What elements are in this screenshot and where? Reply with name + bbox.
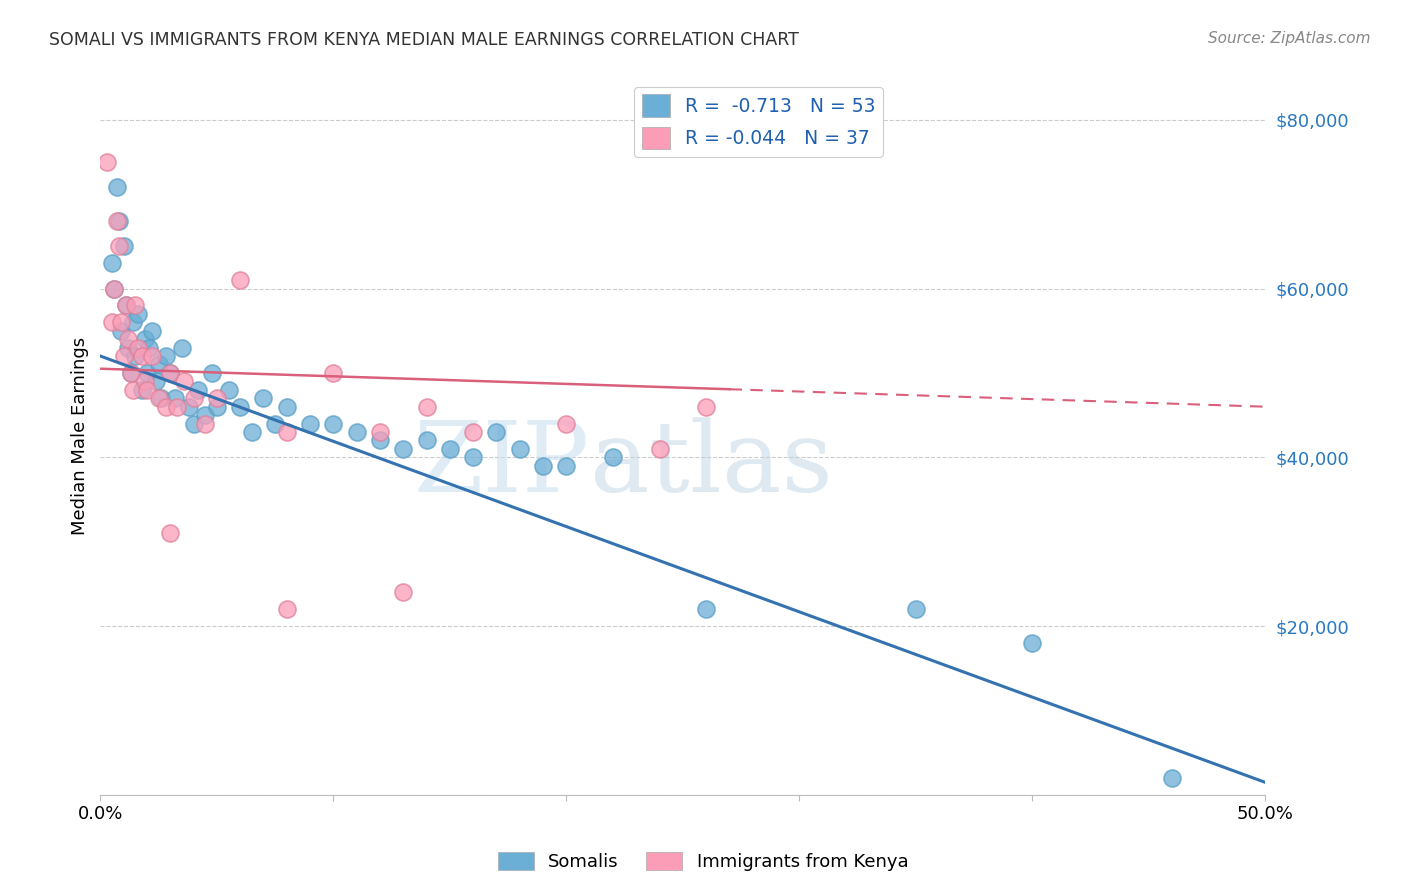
Point <box>166 400 188 414</box>
Point <box>136 366 159 380</box>
Point <box>122 315 145 329</box>
Point <box>117 332 139 346</box>
Point <box>131 349 153 363</box>
Point <box>110 324 132 338</box>
Point <box>115 298 138 312</box>
Point <box>101 256 124 270</box>
Point <box>194 417 217 431</box>
Text: Source: ZipAtlas.com: Source: ZipAtlas.com <box>1208 31 1371 46</box>
Point <box>127 307 149 321</box>
Legend: R =  -0.713   N = 53, R = -0.044   N = 37: R = -0.713 N = 53, R = -0.044 N = 37 <box>634 87 883 157</box>
Point <box>264 417 287 431</box>
Point <box>463 425 485 439</box>
Point <box>415 434 437 448</box>
Point <box>124 298 146 312</box>
Point <box>1021 636 1043 650</box>
Point <box>159 366 181 380</box>
Point <box>299 417 322 431</box>
Text: atlas: atlas <box>589 417 832 513</box>
Point <box>695 400 717 414</box>
Point <box>322 417 344 431</box>
Point <box>252 391 274 405</box>
Point <box>173 375 195 389</box>
Point <box>229 400 252 414</box>
Point <box>103 281 125 295</box>
Point <box>276 400 298 414</box>
Point <box>112 239 135 253</box>
Point <box>415 400 437 414</box>
Point <box>555 458 578 473</box>
Point <box>229 273 252 287</box>
Point <box>159 366 181 380</box>
Point <box>112 349 135 363</box>
Point <box>148 391 170 405</box>
Point <box>105 180 128 194</box>
Point <box>96 154 118 169</box>
Point <box>110 315 132 329</box>
Point <box>115 298 138 312</box>
Point <box>904 602 927 616</box>
Point <box>1161 771 1184 785</box>
Point <box>194 408 217 422</box>
Point <box>392 585 415 599</box>
Point <box>509 442 531 456</box>
Point <box>531 458 554 473</box>
Point <box>155 349 177 363</box>
Point <box>485 425 508 439</box>
Point <box>276 602 298 616</box>
Point <box>148 358 170 372</box>
Point <box>122 383 145 397</box>
Point <box>648 442 671 456</box>
Point <box>134 332 156 346</box>
Point <box>187 383 209 397</box>
Point <box>117 341 139 355</box>
Point <box>127 341 149 355</box>
Point <box>276 425 298 439</box>
Point <box>145 375 167 389</box>
Point <box>159 526 181 541</box>
Point <box>177 400 200 414</box>
Point <box>131 383 153 397</box>
Point <box>439 442 461 456</box>
Point <box>141 349 163 363</box>
Point <box>695 602 717 616</box>
Point <box>205 400 228 414</box>
Point <box>368 425 391 439</box>
Legend: Somalis, Immigrants from Kenya: Somalis, Immigrants from Kenya <box>491 845 915 879</box>
Point <box>103 281 125 295</box>
Point <box>124 349 146 363</box>
Point <box>163 391 186 405</box>
Text: SOMALI VS IMMIGRANTS FROM KENYA MEDIAN MALE EARNINGS CORRELATION CHART: SOMALI VS IMMIGRANTS FROM KENYA MEDIAN M… <box>49 31 799 49</box>
Y-axis label: Median Male Earnings: Median Male Earnings <box>72 337 89 535</box>
Point <box>108 239 131 253</box>
Point <box>205 391 228 405</box>
Point <box>120 366 142 380</box>
Point <box>101 315 124 329</box>
Point <box>138 341 160 355</box>
Point <box>136 383 159 397</box>
Point <box>155 400 177 414</box>
Point <box>105 214 128 228</box>
Point <box>183 417 205 431</box>
Point <box>108 214 131 228</box>
Point <box>120 366 142 380</box>
Point <box>346 425 368 439</box>
Point <box>392 442 415 456</box>
Point <box>463 450 485 465</box>
Point <box>602 450 624 465</box>
Point <box>240 425 263 439</box>
Point <box>368 434 391 448</box>
Point <box>201 366 224 380</box>
Point <box>149 391 172 405</box>
Point <box>170 341 193 355</box>
Point <box>183 391 205 405</box>
Point <box>134 375 156 389</box>
Text: ZIP: ZIP <box>413 417 589 513</box>
Point <box>555 417 578 431</box>
Point <box>141 324 163 338</box>
Point <box>218 383 240 397</box>
Point <box>322 366 344 380</box>
